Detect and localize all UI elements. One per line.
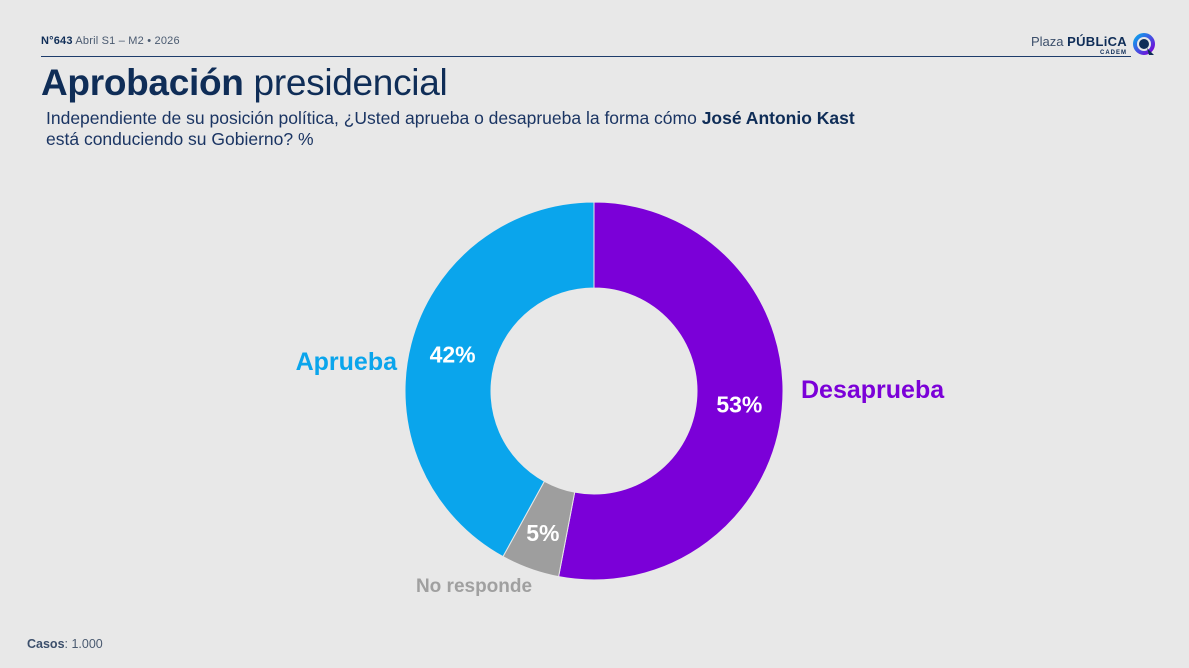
slice-desaprueba xyxy=(558,201,784,581)
value-label-no-responde: 5% xyxy=(526,520,559,546)
brand-prefix: Plaza xyxy=(1030,33,1064,49)
question-name: José Antonio Kast xyxy=(701,108,855,128)
brand-logo: Plaza PÚBLiCA CADEM xyxy=(1031,33,1157,57)
brand-sub: CADEM xyxy=(1100,49,1127,56)
issue-period: Abril S1 – M2 • 2026 xyxy=(75,35,180,47)
category-label-desaprueba: Desaprueba xyxy=(801,376,945,404)
cases-value: : 1.000 xyxy=(64,637,103,651)
cases-label: Casos xyxy=(27,637,65,651)
title-regular: presidencial xyxy=(253,62,448,103)
title-bold: Aprobación xyxy=(41,62,244,103)
cadem-logo-icon xyxy=(1133,33,1155,55)
question-part1: Independiente de su posición política, ¿… xyxy=(46,108,702,128)
question-part2: está conduciendo su Gobierno? % xyxy=(46,129,314,149)
issue-number: N°643 xyxy=(41,35,73,47)
cases-footer: Casos: 1.000 xyxy=(27,637,103,651)
question-text: Independiente de su posición política, ¿… xyxy=(46,108,1006,150)
brand-main: PÚBLiCA xyxy=(1067,33,1127,49)
value-label-desaprueba: 53% xyxy=(716,392,762,418)
category-label-no-responde: No responde xyxy=(416,576,532,597)
brand-name: Plaza PÚBLiCA xyxy=(1031,35,1127,48)
header-divider xyxy=(41,56,1131,57)
issue-info: N°643 Abril S1 – M2 • 2026 xyxy=(41,35,180,47)
value-label-aprueba: 42% xyxy=(430,342,476,368)
category-label-aprueba: Aprueba xyxy=(296,348,399,376)
page-title: Aprobación presidencial xyxy=(41,62,448,104)
brand-text: Plaza PÚBLiCA CADEM xyxy=(1031,35,1127,56)
slice-aprueba xyxy=(404,201,595,558)
